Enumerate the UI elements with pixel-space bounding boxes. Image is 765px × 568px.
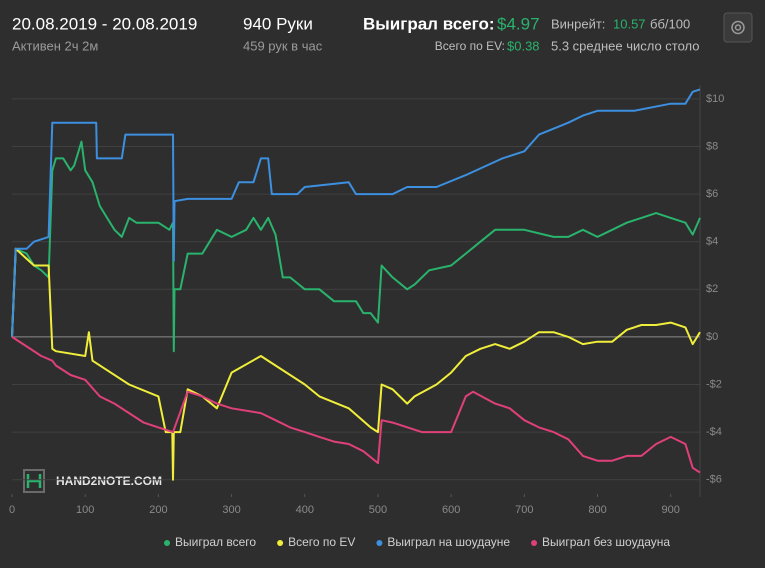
legend-dot [164,540,170,546]
tables: 5.3 среднее число столо [551,38,700,53]
legend-dot [376,540,383,546]
series-line [11,88,701,337]
hands: 940 Руки [243,14,313,33]
y-tick-label: -$2 [706,378,722,390]
legend-label: Выиграл без шоудауна [542,535,670,549]
y-tick-label: $6 [706,188,718,200]
won-label: Выиграл всего: [363,14,495,33]
x-tick-label: 800 [588,504,606,516]
y-tick-label: $10 [706,93,724,105]
x-tick-label: 100 [76,504,94,516]
winrate-value: 10.57 [613,16,646,31]
watermark-text: HAND2NOTE.COM [56,474,162,488]
series-line [11,336,701,474]
legend-dot [277,540,284,546]
x-tick-label: 200 [149,504,167,516]
x-tick-label: 400 [296,504,314,516]
series-line [11,247,701,481]
legend-label: Выиграл на шоудауне [387,535,510,549]
legend-label: Всего по EV [288,535,355,549]
won-value: $4.97 [497,14,540,33]
y-tick-label: $0 [706,331,718,343]
watermark: HAND2NOTE.COM [23,469,162,493]
settings-button[interactable] [723,12,753,43]
series-line [11,140,701,353]
legend-dot [531,540,538,546]
settings-icon [731,20,745,35]
winrate-label: Винрейт: [551,16,605,31]
y-tick-label: $2 [706,283,718,295]
active-time: Активен 2ч 2м [12,38,98,53]
x-tick-label: 900 [662,504,680,516]
x-tick-label: 700 [515,504,533,516]
x-tick-label: 300 [222,504,240,516]
date-range: 20.08.2019 - 20.08.2019 [12,14,197,33]
y-tick-label: -$4 [706,426,722,438]
legend-label: Выиграл всего [175,535,256,549]
ev-value: $0.38 [507,38,540,53]
grid [12,98,700,481]
winrate-unit: бб/100 [650,16,690,31]
x-tick-label: 500 [369,504,387,516]
y-tick-label: $4 [706,236,718,248]
x-tick-label: 0 [9,504,15,516]
ev-label: Всего по EV: [435,39,505,53]
y-tick-label: -$6 [706,474,722,486]
hands-per-hour: 459 рук в час [243,38,323,53]
x-tick-label: 600 [442,504,460,516]
y-tick-label: $8 [706,140,718,152]
legend: Выиграл всего Всего по EV Выиграл на шоуда… [164,535,670,549]
